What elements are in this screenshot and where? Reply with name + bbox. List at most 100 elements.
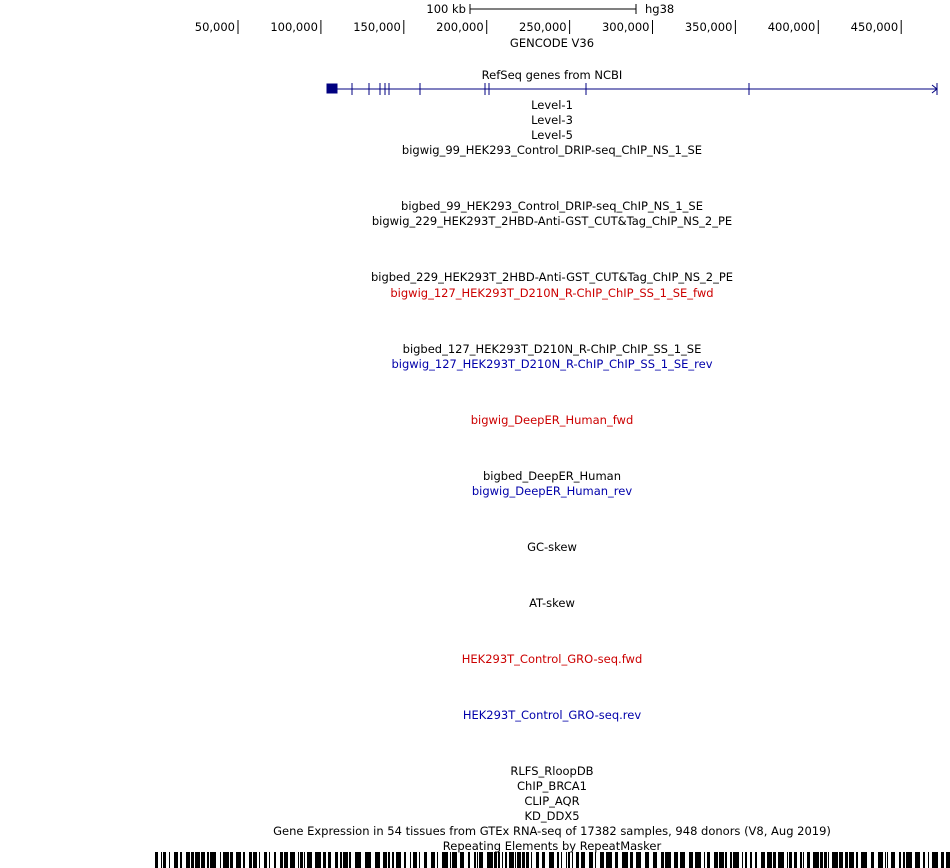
repeat-element <box>719 852 724 868</box>
repeat-element <box>946 852 950 868</box>
repeat-element <box>315 852 321 868</box>
repeat-element <box>887 852 888 868</box>
ruler-label: 150,000 <box>353 20 401 34</box>
repeat-element <box>307 852 312 868</box>
repeat-element <box>413 852 417 868</box>
repeat-element <box>531 852 532 868</box>
repeat-element <box>298 852 299 868</box>
repeat-element <box>561 852 562 868</box>
repeat-element <box>665 852 671 868</box>
repeat-element <box>304 852 305 868</box>
repeat-element <box>404 852 406 868</box>
repeat-element <box>615 852 618 868</box>
track-label: GC-skew <box>527 540 577 554</box>
repeat-element <box>365 852 371 868</box>
repeat-element <box>487 852 493 868</box>
repeat-element <box>264 852 267 868</box>
repeat-element <box>300 852 303 868</box>
repeat-element <box>820 852 823 868</box>
repeat-element <box>761 852 765 868</box>
repeat-element <box>274 852 276 868</box>
track-label: ChIP_BRCA1 <box>517 779 587 793</box>
repeat-element <box>474 852 476 868</box>
track-label: Level-3 <box>531 113 573 127</box>
repeat-element <box>923 852 925 868</box>
track-label: GENCODE V36 <box>510 36 594 50</box>
repeat-element <box>526 852 529 868</box>
repeat-element <box>163 852 166 868</box>
repeat-element <box>566 852 567 868</box>
repeat-element <box>180 852 182 868</box>
repeat-element <box>323 852 326 868</box>
exon <box>326 83 338 94</box>
repeat-element <box>568 852 570 868</box>
repeat-element <box>941 852 944 868</box>
repeat-element <box>223 852 229 868</box>
track-label: Level-5 <box>531 128 573 142</box>
repeat-element <box>161 852 162 868</box>
repeat-element <box>630 852 633 868</box>
repeat-element <box>832 852 838 868</box>
repeat-element <box>502 852 503 868</box>
repeat-element <box>572 852 573 868</box>
track-label: Repeating Elements by RepeatMasker <box>443 839 662 853</box>
track-label: bigbed_127_HEK293T_D210N_R-ChIP_ChIP_SS_… <box>403 342 702 356</box>
track-label: Gene Expression in 54 tissues from GTEx … <box>273 824 831 838</box>
repeat-element <box>824 852 827 868</box>
repeat-element <box>576 852 579 868</box>
repeat-element <box>169 852 170 868</box>
repeat-element <box>249 852 252 868</box>
ruler-label: 450,000 <box>851 20 899 34</box>
repeat-element <box>750 852 752 868</box>
repeat-element <box>800 852 802 868</box>
track-label: KD_DDX5 <box>524 809 579 823</box>
repeat-element <box>431 852 435 868</box>
track-label: HEK293T_Control_GRO-seq.fwd <box>462 652 643 666</box>
repeat-element <box>479 852 483 868</box>
repeat-element <box>236 852 241 868</box>
repeat-element <box>494 852 497 868</box>
repeat-element <box>419 852 420 868</box>
repeat-element <box>515 852 516 868</box>
repeat-element <box>885 852 886 868</box>
repeat-element <box>155 852 158 868</box>
track-label: bigbed_DeepER_Human <box>483 469 621 483</box>
track-label: CLIP_AQR <box>524 794 579 808</box>
repeat-element <box>517 852 521 868</box>
repeat-element <box>807 852 810 868</box>
repeat-element <box>871 852 874 868</box>
repeat-element <box>932 852 938 868</box>
track-label: bigwig_127_HEK293T_D210N_R-ChIP_ChIP_SS_… <box>390 286 713 300</box>
ruler-label: 100,000 <box>270 20 318 34</box>
repeat-element <box>861 852 867 868</box>
repeat-element <box>906 852 912 868</box>
repeat-element <box>410 852 411 868</box>
repeat-element <box>210 852 216 868</box>
repeat-element <box>424 852 427 868</box>
repeat-element <box>549 852 554 868</box>
repeat-element <box>704 852 705 868</box>
track-label: RLFS_RloopDB <box>510 764 593 778</box>
repeat-element <box>343 852 348 868</box>
ruler-label: 250,000 <box>519 20 567 34</box>
repeat-element <box>498 852 500 868</box>
repeat-element <box>460 852 464 868</box>
exons <box>351 83 938 95</box>
ruler-label: 400,000 <box>768 20 816 34</box>
repeat-element <box>328 852 331 868</box>
ruler-label: 350,000 <box>685 20 733 34</box>
repeat-element <box>581 852 585 868</box>
track-label: RefSeq genes from NCBI <box>482 68 623 82</box>
repeat-element <box>645 852 649 868</box>
repeat-element <box>468 852 470 868</box>
repeat-element <box>674 852 678 868</box>
repeat-element <box>375 852 380 868</box>
repeat-element <box>509 852 514 868</box>
repeat-element <box>680 852 685 868</box>
repeat-element <box>878 852 883 868</box>
repeat-element <box>773 852 776 868</box>
track-label: HEK293T_Control_GRO-seq.rev <box>463 708 641 722</box>
repeat-element <box>220 852 221 868</box>
repeat-element <box>600 852 604 868</box>
repeat-element <box>195 852 200 868</box>
